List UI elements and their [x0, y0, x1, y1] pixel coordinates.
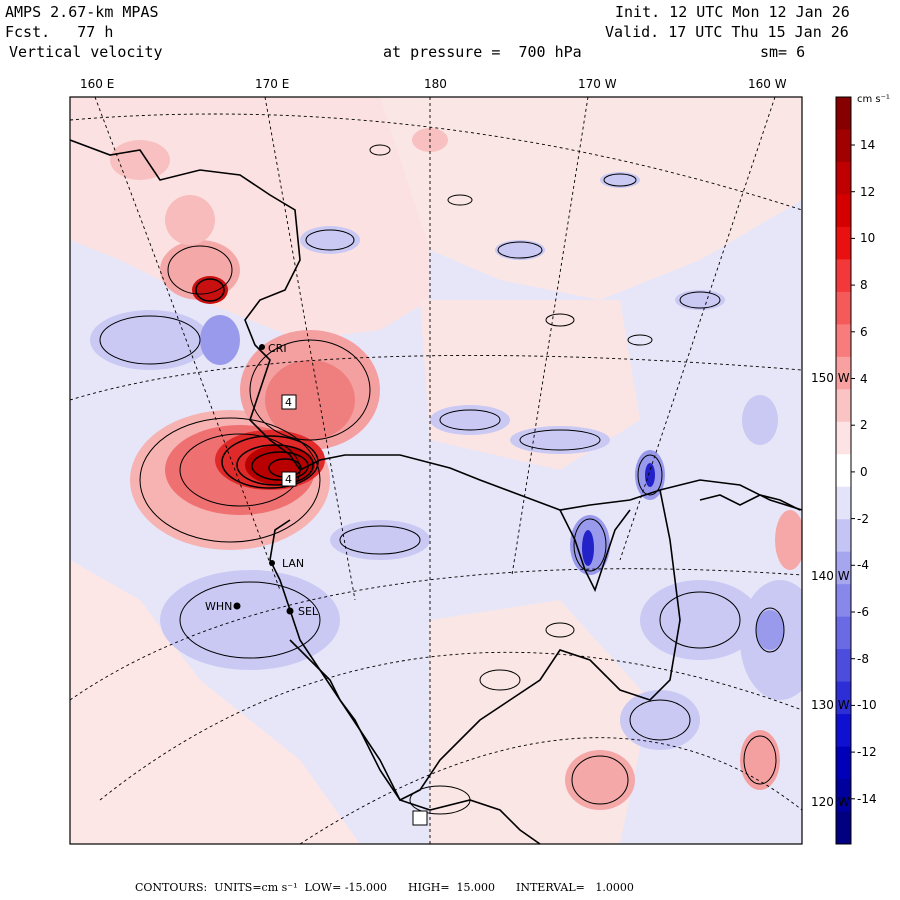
- colorbar-tick-label: -8: [857, 651, 869, 666]
- station-marker-lan: [269, 560, 275, 566]
- colorbar-segment: [836, 194, 851, 228]
- lat-label-130w: 130 W: [811, 698, 850, 712]
- colorbar-segment: [836, 421, 851, 455]
- contour-info: CONTOURS: UNITS=cm s⁻¹ LOW= -15.000 HIGH…: [135, 881, 634, 894]
- valid-time: Valid. 17 UTC Thu 15 Jan 26: [605, 23, 849, 41]
- colorbar-segment: [836, 389, 851, 423]
- label-boxes: [281, 394, 428, 826]
- variable-name: Vertical velocity: [9, 43, 163, 61]
- colorbar-segment: [836, 356, 851, 390]
- station-marker-whn: [233, 602, 241, 610]
- colorbar: [836, 97, 855, 845]
- colorbar-segment: [836, 486, 851, 520]
- station-marker-cri: [259, 344, 265, 350]
- colorbar-tick-label: 2: [860, 418, 868, 433]
- box-label-mcm: 4: [285, 473, 292, 486]
- map-frame: [69, 96, 803, 845]
- field-positive-southwest: [70, 560, 360, 844]
- colorbar-segment: [836, 584, 851, 618]
- lat-label-150w: 150 W: [811, 371, 850, 385]
- init-time: Init. 12 UTC Mon 12 Jan 26: [615, 3, 850, 21]
- colorbar-segment: [836, 97, 851, 130]
- colorbar-segment: [836, 616, 851, 650]
- colorbar-segment: [836, 681, 851, 715]
- colorbar-segment: [836, 226, 851, 260]
- lon-label-180: 180: [424, 77, 447, 91]
- colorbar-segment: [836, 161, 851, 195]
- colorbar-tick-label: 8: [860, 278, 868, 293]
- colorbar-tick-label: 14: [860, 138, 876, 152]
- colorbar-segment: [836, 649, 851, 683]
- colorbar-tick-label: 10: [860, 231, 876, 246]
- forecast-hour: Fcst. 77 h: [5, 23, 114, 41]
- colorbar-segment: [836, 129, 851, 163]
- station-label-lan: LAN: [282, 557, 305, 570]
- colorbar-units: cm s⁻¹: [857, 94, 890, 105]
- field-positive-core: [110, 128, 802, 810]
- colorbar-tick-label: 0: [860, 464, 868, 479]
- lon-label-160w: 160 W: [748, 77, 787, 91]
- colorbar-segment: [836, 259, 851, 293]
- colorbar-tick-label: -10: [857, 698, 877, 713]
- colorbar-tick-label: -14: [857, 791, 877, 806]
- colorbar-segment: [836, 746, 851, 780]
- colorbar-tick-label: -4: [857, 558, 869, 573]
- colorbar-tick-label: 4: [860, 371, 868, 386]
- pressure-level: at pressure = 700 hPa: [383, 43, 582, 61]
- colorbar-segment: [836, 811, 851, 845]
- contour-blobs: [99, 144, 785, 815]
- colorbar-tick-label: -12: [857, 745, 877, 760]
- lat-label-120w: 120 W: [811, 795, 850, 809]
- field-negative-patches: [90, 172, 802, 750]
- graticule: [70, 97, 802, 844]
- colorbar-frame: [835, 96, 852, 845]
- colorbar-segment: [836, 714, 851, 748]
- smoothing-value: sm= 6: [760, 43, 806, 61]
- colorbar-tick-label: -6: [857, 605, 869, 619]
- station-label-sel: SEL: [298, 605, 319, 618]
- box-label-ross: 4: [285, 396, 292, 409]
- colorbar-segment: [836, 779, 851, 813]
- colorbar-tick-label: 12: [860, 184, 876, 199]
- colorbar-segment: [836, 454, 851, 488]
- colorbar-segment: [836, 291, 851, 325]
- station-label-cri: CRI: [268, 342, 287, 355]
- colorbar-tick-label: 6: [860, 324, 868, 339]
- colorbar-tick-label: -2: [857, 511, 869, 526]
- station-label-whn: WHN: [205, 600, 233, 613]
- lat-label-140w: 140 W: [811, 569, 850, 583]
- field-positive-northeast: [380, 97, 802, 300]
- colorbar-segment: [836, 551, 851, 585]
- lon-label-160e: 160 E: [80, 77, 115, 91]
- colorbar-segment: [836, 519, 851, 553]
- station-markers: [233, 344, 294, 615]
- station-marker-sel: [286, 607, 294, 615]
- lon-label-170e: 170 E: [255, 77, 290, 91]
- lon-label-170w: 170 W: [578, 77, 617, 91]
- colorbar-segment: [836, 324, 851, 358]
- model-title: AMPS 2.67-km MPAS: [5, 3, 159, 21]
